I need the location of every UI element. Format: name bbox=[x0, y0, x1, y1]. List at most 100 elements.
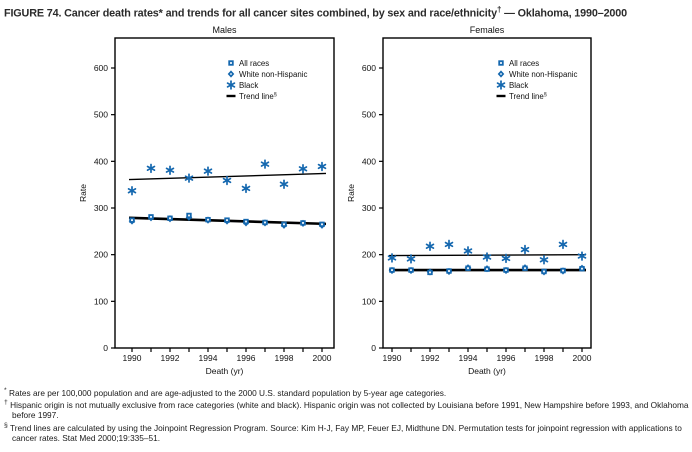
diamond-marker-core bbox=[500, 73, 502, 75]
charts-canvas: Males 0 100 200 300 400 500 600 1990 1992 1994 1996… bbox=[78, 25, 592, 376]
data-point bbox=[579, 265, 585, 272]
data-point bbox=[317, 161, 327, 172]
asterisk-spoke bbox=[165, 167, 175, 173]
legend-label: Trend line§ bbox=[239, 92, 277, 101]
square-marker-core bbox=[448, 270, 450, 272]
data-point bbox=[560, 267, 566, 274]
square-marker-core bbox=[505, 269, 507, 271]
asterisk-spoke bbox=[496, 82, 506, 88]
footnote-marker-asterisk: * bbox=[4, 387, 7, 394]
footnote-rates-text: Rates are per 100,000 population and are… bbox=[8, 387, 447, 398]
asterisk-marker-shape bbox=[279, 179, 289, 189]
square-marker-core bbox=[543, 270, 545, 273]
footnote-marker-section: § bbox=[4, 421, 8, 429]
y-tick-label: 0 bbox=[103, 343, 108, 353]
asterisk-marker-shape bbox=[165, 165, 175, 175]
data-point bbox=[241, 183, 251, 194]
x-tick-label: 1990 bbox=[123, 353, 142, 363]
figure-title-text: FIGURE 74. Cancer death rates* and trend… bbox=[4, 7, 497, 20]
figure-title-suffix: — Oklahoma, 1990–2000 bbox=[501, 7, 627, 20]
plot-box bbox=[382, 37, 592, 349]
asterisk-spoke bbox=[203, 168, 213, 174]
title-dagger-superscript: † bbox=[496, 5, 502, 14]
asterisk-spoke bbox=[444, 241, 454, 248]
figure-title: FIGURE 74. Cancer death rates* and trend… bbox=[4, 5, 690, 20]
data-point bbox=[300, 220, 306, 226]
asterisk-marker-shape bbox=[558, 239, 568, 250]
asterisk-marker-shape bbox=[241, 183, 251, 194]
asterisk-spoke bbox=[577, 253, 587, 259]
x-tick-label: 1992 bbox=[161, 353, 180, 363]
data-point bbox=[279, 179, 289, 189]
asterisk-spoke bbox=[463, 248, 473, 254]
data-point bbox=[387, 253, 397, 263]
asterisk-spoke bbox=[298, 166, 308, 172]
square-marker-core bbox=[283, 223, 285, 226]
square-marker-core bbox=[429, 271, 431, 274]
x-tick-label: 1994 bbox=[199, 353, 218, 363]
asterisk-spoke bbox=[146, 165, 156, 172]
square-marker-core bbox=[230, 62, 232, 64]
asterisk-marker-shape bbox=[577, 251, 587, 261]
asterisk-spoke bbox=[539, 257, 549, 263]
series-asterisk bbox=[127, 159, 327, 196]
square-marker-core bbox=[207, 218, 209, 221]
x-tick-label: 2000 bbox=[313, 353, 332, 363]
asterisk-spoke bbox=[184, 175, 194, 181]
asterisk-spoke bbox=[520, 246, 530, 253]
square-marker-core bbox=[245, 220, 247, 223]
data-point bbox=[298, 164, 308, 174]
legend-diamond-icon bbox=[227, 70, 235, 78]
data-point bbox=[446, 268, 452, 274]
y-tick-label: 0 bbox=[371, 343, 376, 353]
asterisk-spoke bbox=[226, 82, 236, 88]
data-point bbox=[127, 185, 137, 196]
data-point bbox=[281, 221, 287, 228]
legend-label: Trend line§ bbox=[509, 92, 547, 101]
square-marker-core bbox=[226, 219, 228, 222]
x-tick-label: 1996 bbox=[237, 353, 256, 363]
y-tick-label: 400 bbox=[94, 156, 108, 166]
y-tick-label: 200 bbox=[362, 250, 376, 260]
chart-panel-females: Females 0 100 200 300 400 500 600 1990 1992 1994 19… bbox=[346, 25, 592, 376]
asterisk-spoke bbox=[241, 185, 251, 192]
square-marker-core bbox=[264, 221, 266, 224]
footnotes: * Rates are per 100,000 population and a… bbox=[4, 386, 690, 443]
data-point bbox=[186, 212, 192, 219]
x-tick-label: 1990 bbox=[383, 353, 402, 363]
square-marker-core bbox=[524, 267, 526, 270]
data-point bbox=[243, 218, 249, 225]
x-tick-label: 1998 bbox=[535, 353, 554, 363]
data-point bbox=[222, 175, 232, 186]
data-point bbox=[463, 246, 473, 256]
asterisk-marker-shape bbox=[260, 159, 270, 169]
data-point bbox=[541, 268, 547, 275]
asterisk-spoke bbox=[279, 181, 289, 187]
legend-label-superscript: § bbox=[274, 92, 277, 98]
square-marker-core bbox=[581, 267, 583, 270]
asterisk-spoke bbox=[222, 177, 232, 184]
data-point bbox=[205, 216, 211, 223]
data-point bbox=[425, 241, 435, 252]
data-point bbox=[167, 215, 173, 221]
data-point bbox=[262, 219, 268, 226]
data-point bbox=[406, 254, 416, 264]
legend-label-superscript: § bbox=[544, 92, 547, 98]
legend-label: All races bbox=[509, 59, 539, 68]
asterisk-marker-shape bbox=[146, 163, 156, 174]
y-tick-label: 100 bbox=[362, 296, 376, 306]
asterisk-marker-shape bbox=[520, 244, 530, 255]
data-point bbox=[444, 239, 454, 250]
footnote-hispanic-origin-text: Hispanic origin is not mutually exclusiv… bbox=[10, 399, 689, 421]
footnote-trend-lines-text: Trend lines are calculated by using the … bbox=[9, 422, 682, 443]
data-point bbox=[465, 265, 471, 271]
asterisk-spoke bbox=[127, 188, 137, 194]
asterisk-marker-shape bbox=[127, 185, 137, 196]
asterisk-marker-shape bbox=[298, 164, 308, 174]
asterisk-marker-shape bbox=[226, 80, 236, 90]
data-point bbox=[389, 267, 395, 273]
legend-label: All races bbox=[239, 59, 269, 68]
square-marker-core bbox=[467, 267, 469, 270]
square-marker-core bbox=[486, 268, 488, 271]
square-marker-core bbox=[562, 269, 564, 272]
